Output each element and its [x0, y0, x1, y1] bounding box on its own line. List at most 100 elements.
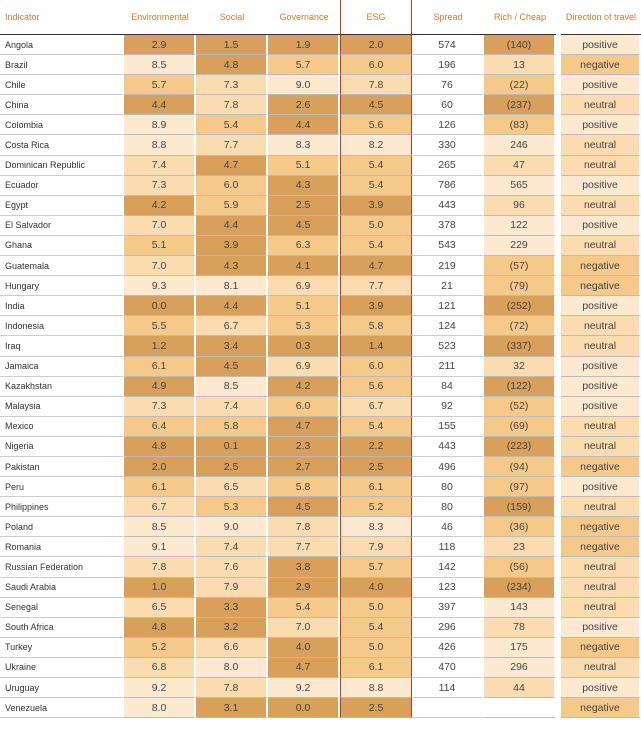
- social-cell: 8.0: [196, 657, 268, 678]
- spread-cell: 118: [412, 537, 484, 558]
- social-cell: 8.1: [196, 276, 268, 297]
- rich-cheap-cell: (237): [484, 95, 556, 116]
- table-row: Ecuador 7.3 6.0 4.3 5.4 786 565 positive: [0, 175, 641, 196]
- esg-cell: 5.6: [340, 376, 412, 397]
- direction-cell: positive: [561, 617, 641, 638]
- rich-cheap-cell: (83): [484, 115, 556, 136]
- esg-cell: 5.8: [340, 316, 412, 337]
- governance-cell: 9.0: [268, 75, 340, 96]
- direction-cell: positive: [561, 296, 641, 317]
- direction-cell: positive: [561, 75, 641, 96]
- country-cell: El Salvador: [0, 215, 124, 236]
- country-cell: Uruguay: [0, 678, 124, 699]
- country-cell: Ecuador: [0, 175, 124, 196]
- rich-cheap-cell: 143: [484, 597, 556, 618]
- direction-cell: positive: [561, 477, 641, 498]
- esg-cell: 8.3: [340, 517, 412, 538]
- gap-cell: [556, 617, 561, 638]
- country-cell: Jamaica: [0, 356, 124, 377]
- table-row: Malaysia 7.3 7.4 6.0 6.7 92 (52) positive: [0, 396, 641, 417]
- gap-cell: [556, 577, 561, 598]
- table-row: Ghana 5.1 3.9 6.3 5.4 543 229 neutral: [0, 235, 641, 257]
- social-cell: 9.0: [196, 517, 268, 538]
- environmental-cell: 7.4: [124, 155, 196, 176]
- direction-cell: negative: [561, 256, 641, 277]
- direction-cell: neutral: [561, 235, 641, 257]
- spread-cell: 80: [412, 497, 484, 518]
- header-spread: Spread: [412, 0, 484, 35]
- governance-cell: 6.3: [268, 235, 340, 257]
- header-row: Indicator Environmental Social Governanc…: [0, 0, 641, 35]
- rich-cheap-cell: 32: [484, 356, 556, 377]
- country-cell: Brazil: [0, 55, 124, 76]
- esg-cell: 5.0: [340, 597, 412, 618]
- rich-cheap-cell: 78: [484, 617, 556, 638]
- environmental-cell: 5.7: [124, 75, 196, 96]
- direction-cell: positive: [561, 175, 641, 196]
- rich-cheap-cell: 296: [484, 657, 556, 678]
- country-cell: Malaysia: [0, 396, 124, 417]
- header-esg: ESG: [340, 0, 412, 35]
- environmental-cell: 8.8: [124, 135, 196, 156]
- social-cell: 4.4: [196, 215, 268, 236]
- gap-cell: [556, 55, 561, 76]
- spread-cell: 46: [412, 517, 484, 538]
- table-row: Uruguay 9.2 7.8 9.2 8.8 114 44 positive: [0, 678, 641, 699]
- gap-cell: [556, 678, 561, 699]
- spread-cell: 121: [412, 296, 484, 317]
- country-cell: Saudi Arabia: [0, 577, 124, 598]
- esg-cell: 5.7: [340, 557, 412, 578]
- direction-cell: positive: [561, 215, 641, 236]
- country-cell: Philippines: [0, 497, 124, 518]
- direction-cell: neutral: [561, 135, 641, 156]
- direction-cell: neutral: [561, 657, 641, 678]
- environmental-cell: 6.7: [124, 497, 196, 518]
- table-row: Guatemala 7.0 4.3 4.1 4.7 219 (57) negative: [0, 256, 641, 277]
- governance-cell: 4.7: [268, 416, 340, 437]
- governance-cell: 0.0: [268, 698, 340, 719]
- gap-cell: [556, 316, 561, 337]
- table-row: Ukraine 6.8 8.0 4.7 6.1 470 296 neutral: [0, 657, 641, 678]
- social-cell: 3.9: [196, 235, 268, 257]
- environmental-cell: 6.1: [124, 356, 196, 377]
- social-cell: 7.6: [196, 557, 268, 578]
- governance-cell: 3.8: [268, 557, 340, 578]
- gap-cell: [556, 698, 561, 719]
- environmental-cell: 4.4: [124, 95, 196, 116]
- rich-cheap-cell: (57): [484, 256, 556, 277]
- governance-cell: 9.2: [268, 678, 340, 699]
- esg-cell: 5.4: [340, 155, 412, 176]
- social-cell: 7.4: [196, 396, 268, 417]
- governance-cell: 0.3: [268, 336, 340, 357]
- spread-cell: 142: [412, 557, 484, 578]
- governance-cell: 8.3: [268, 135, 340, 156]
- governance-cell: 5.8: [268, 477, 340, 498]
- gap-cell: [556, 215, 561, 236]
- gap-cell: [556, 336, 561, 357]
- rich-cheap-cell: 229: [484, 235, 556, 257]
- spread-cell: 211: [412, 356, 484, 377]
- governance-cell: 4.0: [268, 637, 340, 658]
- spread-cell: 470: [412, 657, 484, 678]
- environmental-cell: 5.5: [124, 316, 196, 337]
- spread-cell: 426: [412, 637, 484, 658]
- spread-cell: 196: [412, 55, 484, 76]
- spread-cell: 92: [412, 396, 484, 417]
- direction-cell: positive: [561, 376, 641, 397]
- governance-cell: 2.5: [268, 195, 340, 216]
- table-row: Pakistan 2.0 2.5 2.7 2.5 496 (94) negative: [0, 456, 641, 478]
- esg-cell: 5.0: [340, 637, 412, 658]
- esg-cell: 5.2: [340, 497, 412, 518]
- governance-cell: 1.9: [268, 35, 340, 56]
- direction-cell: neutral: [561, 497, 641, 518]
- rich-cheap-cell: 13: [484, 55, 556, 76]
- governance-cell: 2.9: [268, 577, 340, 598]
- country-cell: Turkey: [0, 637, 124, 658]
- direction-cell: neutral: [561, 416, 641, 437]
- direction-cell: negative: [561, 637, 641, 658]
- rich-cheap-cell: (69): [484, 416, 556, 437]
- gap-cell: [556, 195, 561, 216]
- social-cell: 5.8: [196, 416, 268, 437]
- governance-cell: 6.9: [268, 356, 340, 377]
- social-cell: 7.7: [196, 135, 268, 156]
